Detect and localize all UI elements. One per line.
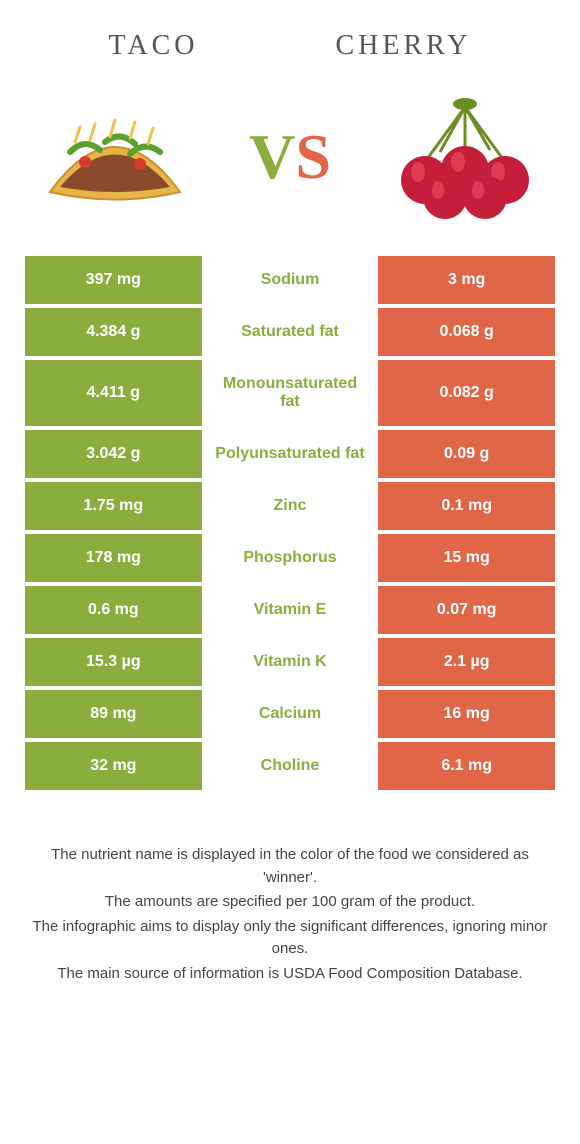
table-row: 4.384 gSaturated fat0.068 g (25, 308, 555, 356)
comparison-table: 397 mgSodium3 mg4.384 gSaturated fat0.06… (25, 252, 555, 794)
vs-label: VS (249, 120, 331, 194)
nutrient-label-cell: Vitamin K (202, 638, 379, 686)
vs-s-letter: S (295, 121, 331, 192)
nutrient-label-cell: Calcium (202, 690, 379, 738)
left-value-cell: 1.75 mg (25, 482, 202, 530)
left-value-cell: 4.411 g (25, 360, 202, 426)
right-value-cell: 0.1 mg (378, 482, 555, 530)
nutrient-label-cell: Vitamin E (202, 586, 379, 634)
right-value-cell: 3 mg (378, 256, 555, 304)
infographic-container: Taco Cherry VS (0, 0, 580, 1144)
right-value-cell: 2.1 µg (378, 638, 555, 686)
cherry-image (380, 92, 550, 222)
right-value-cell: 0.068 g (378, 308, 555, 356)
right-value-cell: 0.09 g (378, 430, 555, 478)
table-row: 1.75 mgZinc0.1 mg (25, 482, 555, 530)
left-value-cell: 15.3 µg (25, 638, 202, 686)
left-value-cell: 89 mg (25, 690, 202, 738)
left-food-title: Taco (108, 30, 198, 62)
images-row: VS (0, 82, 580, 252)
footer-notes: The nutrient name is displayed in the co… (0, 794, 580, 1007)
vs-v-letter: V (249, 121, 295, 192)
taco-image (30, 92, 200, 222)
table-row: 0.6 mgVitamin E0.07 mg (25, 586, 555, 634)
nutrient-label-cell: Monounsaturated fat (202, 360, 379, 426)
table-row: 15.3 µgVitamin K2.1 µg (25, 638, 555, 686)
right-value-cell: 0.07 mg (378, 586, 555, 634)
table-row: 32 mgCholine6.1 mg (25, 742, 555, 790)
nutrient-label-cell: Phosphorus (202, 534, 379, 582)
footer-line: The nutrient name is displayed in the co… (30, 844, 550, 889)
left-value-cell: 3.042 g (25, 430, 202, 478)
table-row: 89 mgCalcium16 mg (25, 690, 555, 738)
footer-line: The main source of information is USDA F… (30, 963, 550, 986)
table-row: 4.411 gMonounsaturated fat0.082 g (25, 360, 555, 426)
table-row: 178 mgPhosphorus15 mg (25, 534, 555, 582)
right-value-cell: 6.1 mg (378, 742, 555, 790)
right-food-title: Cherry (335, 30, 471, 62)
right-value-cell: 0.082 g (378, 360, 555, 426)
nutrient-label-cell: Saturated fat (202, 308, 379, 356)
footer-line: The amounts are specified per 100 gram o… (30, 891, 550, 914)
nutrient-label-cell: Choline (202, 742, 379, 790)
left-value-cell: 32 mg (25, 742, 202, 790)
left-value-cell: 397 mg (25, 256, 202, 304)
left-value-cell: 178 mg (25, 534, 202, 582)
comparison-table-wrap: 397 mgSodium3 mg4.384 gSaturated fat0.06… (0, 252, 580, 794)
table-row: 3.042 gPolyunsaturated fat0.09 g (25, 430, 555, 478)
header-row: Taco Cherry (0, 20, 580, 82)
left-value-cell: 4.384 g (25, 308, 202, 356)
table-row: 397 mgSodium3 mg (25, 256, 555, 304)
right-value-cell: 16 mg (378, 690, 555, 738)
nutrient-label-cell: Sodium (202, 256, 379, 304)
nutrient-label-cell: Zinc (202, 482, 379, 530)
nutrient-label-cell: Polyunsaturated fat (202, 430, 379, 478)
right-value-cell: 15 mg (378, 534, 555, 582)
left-value-cell: 0.6 mg (25, 586, 202, 634)
footer-line: The infographic aims to display only the… (30, 916, 550, 961)
